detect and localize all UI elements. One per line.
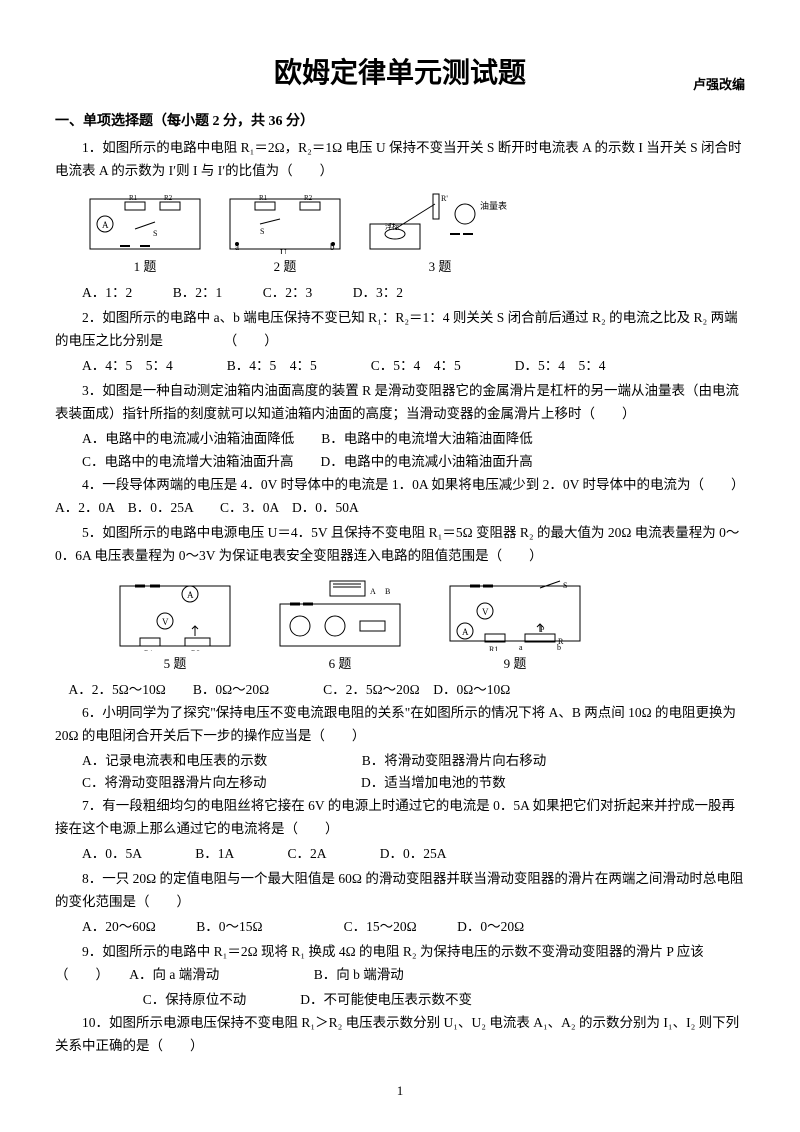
q3-opts-row1: A．电路中的电流减小油箱油面降低 B．电路中的电流增大油箱油面降低 xyxy=(55,428,745,451)
author: 卢强改编 xyxy=(693,74,745,96)
svg-text:V: V xyxy=(482,607,489,617)
q5-opts: A．2．5Ω～10Ω B．0Ω～20Ω C．2．5Ω～20Ω D．0Ω～10Ω xyxy=(55,679,745,702)
q3-opts-row2: C．电路中的电流增大油箱油面升高 D．电路中的电流减小油箱油面升高 xyxy=(55,451,745,474)
q1-text: 1．如图所示的电路中电阻 R₁＝2Ω，R₂＝1Ω 电压 U 保持不变当开关 S … xyxy=(55,137,745,183)
svg-text:R1: R1 xyxy=(259,194,268,202)
circuit-diagram-6: AB xyxy=(275,576,405,651)
q9-line2: C．保持原位不动 D．不可能使电压表示数不变 xyxy=(55,989,745,1012)
svg-text:R': R' xyxy=(441,194,448,203)
q6-opts-row2: C．将滑动变阻器滑片向左移动 D．适当增加电池的节数 xyxy=(55,772,745,795)
q1-opts: A．1：2 B．2：1 C．2：3 D．3：2 xyxy=(55,282,745,305)
svg-text:R1: R1 xyxy=(129,194,138,202)
page-number: 1 xyxy=(0,1080,800,1102)
q6-text: 6．小明同学为了探究"保持电压不变电流跟电阻的关系"在如图所示的情况下将 A、B… xyxy=(55,702,745,748)
circuit-diagram-5: A V R1 R2 xyxy=(115,576,235,651)
svg-text:S: S xyxy=(563,581,567,590)
q7-opts: A．0．5A B．1A C．2A D．0．25A xyxy=(55,843,745,866)
svg-text:浮标: 浮标 xyxy=(385,222,399,231)
svg-text:R1: R1 xyxy=(489,645,498,651)
section-header: 一、单项选择题（每小题 2 分，共 36 分） xyxy=(55,110,745,134)
svg-text:b: b xyxy=(557,643,561,651)
svg-text:a: a xyxy=(519,643,523,651)
svg-text:S: S xyxy=(260,227,264,236)
svg-text:A: A xyxy=(187,590,194,600)
q9-text: 9．如图所示的电路中 R₁＝2Ω 现将 R₁ 换成 4Ω 的电阻 R₂ 为保持电… xyxy=(55,941,745,987)
svg-text:S: S xyxy=(153,229,157,238)
circuit-diagram-1: A R1 R2 S xyxy=(85,194,205,254)
q8-opts: A．20～60Ω B．0～15Ω C．15～20Ω D．0～20Ω xyxy=(55,916,745,939)
q3-text: 3．如图是一种自动测定油箱内油面高度的装置 R 是滑动变阻器它的金属滑片是杠杆的… xyxy=(55,380,745,426)
oil-gauge-diagram: 浮标 R' 油量表 xyxy=(365,189,515,254)
svg-text:A: A xyxy=(370,587,376,596)
q5-text: 5．如图所示的电路中电源电压 U＝4．5V 且保持不变电阻 R₁＝5Ω 变阻器 … xyxy=(55,522,745,568)
svg-text:U: U xyxy=(280,248,287,254)
svg-text:A: A xyxy=(102,220,109,230)
q7-text: 7．有一段粗细均匀的电阻丝将它接在 6V 的电源上时通过它的电流是 0．5A 如… xyxy=(55,795,745,841)
q10-text: 10．如图所示电源电压保持不变电阻 R₁＞R₂ 电压表示数分别 U₁、U₂ 电流… xyxy=(55,1012,745,1058)
q8-text: 8．一只 20Ω 的定值电阻与一个最大阻值是 60Ω 的滑动变阻器并联当滑动变阻… xyxy=(55,868,745,914)
svg-text:R2: R2 xyxy=(164,194,173,202)
q2-opts: A．4：5 5：4 B．4：5 4：5 C．5：4 4：5 D．5：4 5：4 xyxy=(55,355,745,378)
svg-text:V: V xyxy=(162,617,169,627)
circuit-diagram-9: S V A R1 R aPb xyxy=(445,576,585,651)
q4-text: 4．一段导体两端的电压是 4．0V 时导体中的电流是 1．0A 如果将电压减少到… xyxy=(55,474,745,520)
page-title: 欧姆定律单元测试题 xyxy=(274,50,526,98)
svg-text:R2: R2 xyxy=(191,649,200,651)
q2-text: 2．如图所示的电路中 a、b 端电压保持不变已知 R₁：R₂＝1：4 则关关 S… xyxy=(55,307,745,353)
q1-diagrams: A R1 R2 S 1 题 R1 R2 S aUb 2 题 浮标 R' 油量表 xyxy=(85,189,745,278)
svg-text:B: B xyxy=(385,587,390,596)
svg-text:A: A xyxy=(462,627,469,637)
q5-diagrams: A V R1 R2 5 题 AB 6 题 S V A R1 R aPb xyxy=(115,576,745,675)
q6-opts-row1: A．记录电流表和电压表的示数 B．将滑动变阻器滑片向右移动 xyxy=(55,750,745,773)
circuit-diagram-2: R1 R2 S aUb xyxy=(225,194,345,254)
svg-text:R2: R2 xyxy=(304,194,313,202)
svg-text:油量表: 油量表 xyxy=(480,200,507,211)
svg-text:R1: R1 xyxy=(144,649,153,651)
